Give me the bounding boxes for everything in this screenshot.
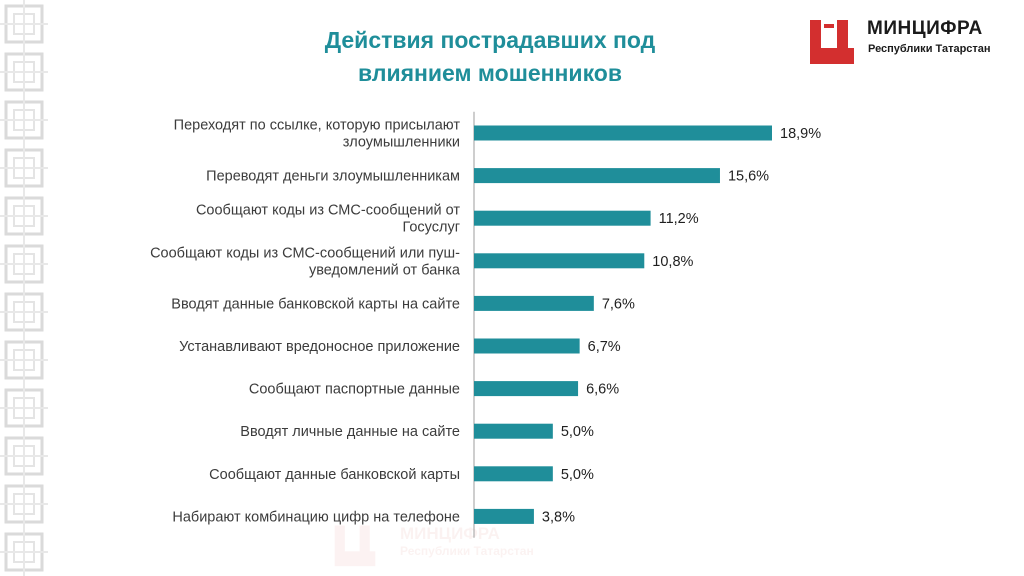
- value-label-1: 15,6%: [728, 169, 769, 185]
- slide-title: Действия пострадавших под влиянием мошен…: [230, 24, 750, 90]
- value-label-7: 5,0%: [561, 424, 594, 440]
- ministry-logo-icon: [810, 20, 854, 64]
- bar-0: [474, 125, 772, 141]
- logo-name: МИНЦИФРА: [867, 18, 983, 39]
- value-label-5: 6,7%: [588, 339, 621, 355]
- bar-4: [474, 295, 594, 311]
- bar-5: [474, 338, 580, 354]
- decorative-border: [0, 0, 48, 576]
- value-label-3: 10,8%: [652, 254, 693, 270]
- category-label-0-line-1: злоумышленники: [343, 135, 460, 151]
- category-label-0-line-0: Переходят по ссылке, которую присылают: [174, 118, 461, 134]
- category-label-4: Вводят данные банковской карты на сайте: [171, 296, 460, 312]
- bar-3: [474, 253, 645, 269]
- value-label-6: 6,6%: [586, 382, 619, 398]
- category-label-8: Сообщают данные банковской карты: [209, 467, 460, 483]
- watermark-name: МИНЦИФРА: [400, 524, 500, 543]
- value-label-0: 18,9%: [780, 126, 821, 142]
- category-label-7: Вводят личные данные на сайте: [240, 424, 460, 440]
- bar-7: [474, 423, 553, 439]
- logo-subtitle: Республики Татарстан: [868, 43, 991, 55]
- value-label-2: 11,2%: [659, 211, 699, 227]
- watermark-logo-icon: [334, 525, 376, 567]
- title-line-2: влиянием мошенников: [358, 60, 622, 86]
- title-line-1: Действия пострадавших под: [324, 27, 656, 53]
- category-label-5: Устанавливают вредоносное приложение: [179, 339, 460, 355]
- category-label-2-line-1: Госуслуг: [402, 220, 460, 236]
- bar-8: [474, 466, 553, 482]
- category-label-6: Сообщают паспортные данные: [249, 382, 460, 398]
- watermark-subtitle: Республики Татарстан: [400, 544, 534, 558]
- category-label-9: Набирают комбинацию цифр на телефоне: [172, 509, 460, 525]
- ministry-logo: МИНЦИФРА Республики Татарстан: [804, 14, 1019, 70]
- category-label-3-line-1: уведомлений от банка: [309, 262, 461, 278]
- category-label-1: Переводят деньги злоумышленникам: [206, 169, 460, 185]
- bar-9: [474, 508, 534, 524]
- bar-6: [474, 381, 579, 397]
- category-label-3-line-0: Сообщают коды из СМС-сообщений или пуш-: [150, 245, 460, 261]
- bar-2: [474, 210, 651, 226]
- value-label-9: 3,8%: [542, 509, 575, 525]
- category-label-2-line-0: Сообщают коды из СМС-сообщений от: [196, 203, 460, 219]
- logo-watermark: МИНЦИФРА Республики Татарстан: [320, 520, 600, 568]
- value-label-8: 5,0%: [561, 467, 594, 483]
- value-label-4: 7,6%: [602, 296, 635, 312]
- bar-1: [474, 168, 720, 184]
